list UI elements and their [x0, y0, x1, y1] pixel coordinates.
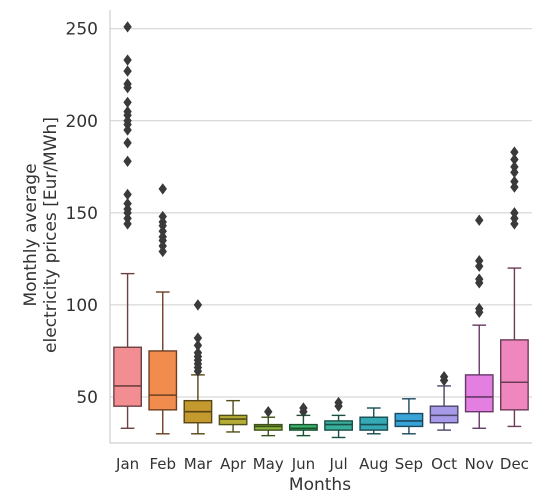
box-oct: [429, 371, 459, 431]
box-jun: [289, 402, 318, 437]
outlier-point: [510, 146, 519, 158]
outlier-point: [123, 96, 132, 109]
x-tick-label-dec: Dec: [500, 455, 529, 473]
outlier-point: [158, 245, 167, 258]
tick-labels: 50 100 150 200 250 Jan Feb Mar Apr May Jun Jul Aug Se…: [66, 20, 529, 473]
y-tick-label-250: 250: [66, 20, 98, 40]
outlier-point: [299, 406, 308, 418]
x-tick-label-jun: Jun: [291, 455, 315, 473]
outlier-point: [510, 181, 519, 193]
outlier-point: [123, 218, 132, 230]
axes: [109, 10, 532, 444]
x-tick-label-oct: Oct: [431, 455, 457, 473]
outlier-point: [475, 306, 484, 318]
box-iqr: [500, 339, 529, 411]
outlier-point: [475, 277, 484, 289]
box-apr: [218, 399, 248, 433]
outlier-point: [264, 406, 273, 418]
box-iqr: [394, 412, 424, 428]
box-aug: [359, 407, 389, 435]
y-tick-label-100: 100: [66, 296, 98, 316]
outlier-point: [123, 137, 132, 149]
box-mar: [183, 299, 213, 435]
outlier-point: [123, 155, 132, 167]
x-tick-label-sep: Sep: [395, 455, 423, 473]
box-feb: [148, 183, 178, 435]
y-axis-title-line-1: Monthly average: [21, 163, 41, 306]
box-may: [253, 406, 283, 437]
outlier-point: [123, 65, 132, 77]
box-plots: [113, 21, 529, 439]
outlier-point: [510, 218, 519, 230]
x-tick-label-jan: Jan: [115, 455, 139, 473]
box-iqr: [464, 374, 494, 413]
box-iqr: [253, 423, 283, 431]
outlier-point: [123, 21, 132, 33]
box-jul: [324, 396, 353, 439]
box-nov: [464, 214, 494, 429]
outlier-point: [193, 339, 203, 352]
x-tick-label-mar: Mar: [184, 455, 213, 473]
y-axis-title: Monthly average electricity prices [Eur/…: [21, 117, 61, 353]
x-tick-label-may: May: [253, 455, 284, 473]
y-tick-label-200: 200: [66, 112, 98, 132]
box-sep: [394, 398, 424, 435]
outlier-point: [475, 260, 484, 272]
outlier-point: [123, 54, 132, 66]
outlier-point: [439, 374, 449, 387]
box-iqr: [218, 414, 248, 426]
box-iqr: [148, 350, 178, 411]
y-tick-label-50: 50: [76, 388, 98, 408]
box-jan: [113, 21, 142, 429]
y-axis-title-line-2: electricity prices [Eur/MWh]: [41, 117, 61, 353]
outlier-point: [510, 166, 519, 179]
box-iqr: [359, 416, 389, 431]
outlier-point: [123, 81, 132, 94]
box-iqr: [324, 420, 353, 431]
x-tick-label-feb: Feb: [149, 455, 176, 473]
outlier-point: [123, 124, 132, 136]
box-iqr: [289, 423, 318, 431]
outlier-point: [334, 400, 343, 412]
outlier-point: [158, 183, 167, 195]
grid-lines: [110, 28, 532, 398]
outlier-point: [123, 188, 132, 201]
outlier-point: [510, 153, 519, 166]
x-tick-label-nov: Nov: [465, 455, 494, 473]
x-tick-label-aug: Aug: [359, 455, 388, 473]
box-iqr: [113, 346, 142, 407]
outlier-point: [193, 365, 203, 377]
y-tick-label-150: 150: [66, 204, 98, 224]
x-axis-title: Months: [289, 475, 351, 495]
outlier-point: [193, 332, 203, 344]
outlier-point: [193, 299, 203, 311]
box-iqr: [429, 405, 459, 424]
x-tick-label-jul: Jul: [329, 455, 348, 473]
x-tick-label-apr: Apr: [220, 455, 247, 473]
outlier-point: [475, 214, 484, 226]
box-dec: [500, 146, 529, 428]
